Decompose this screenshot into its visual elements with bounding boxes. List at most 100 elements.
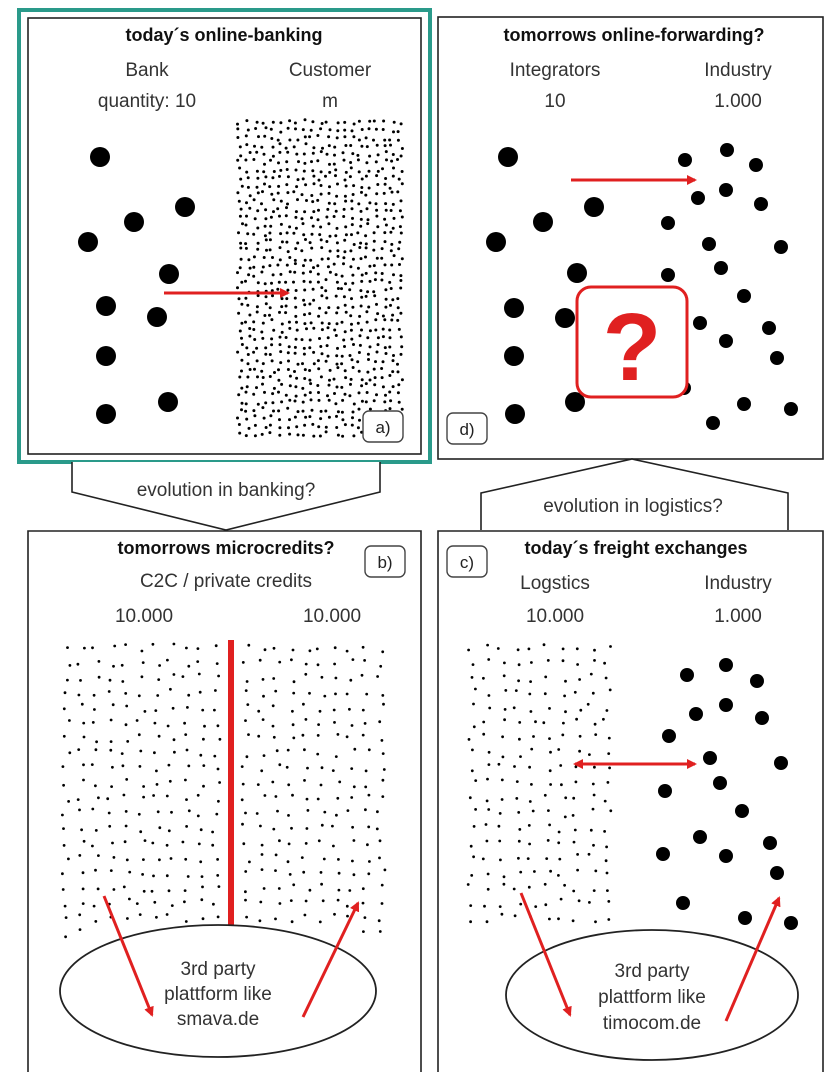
credit-dot xyxy=(141,661,145,664)
customer-dot xyxy=(384,297,388,301)
customer-dot xyxy=(342,262,345,266)
customer-dot xyxy=(284,311,288,315)
customer-dot xyxy=(357,119,361,123)
customer-dot xyxy=(374,318,378,322)
credit-dot xyxy=(151,642,155,646)
customer-dot xyxy=(244,390,248,394)
credit-dot xyxy=(120,663,124,667)
credit-dot xyxy=(186,875,190,878)
customer-dot xyxy=(349,265,353,269)
customer-dot xyxy=(263,390,266,394)
bank-dot xyxy=(90,147,110,167)
industry-dot xyxy=(737,397,751,411)
logistics-dot xyxy=(483,904,486,908)
customer-dot xyxy=(349,166,353,170)
logistics-dot xyxy=(487,808,491,811)
customer-dot xyxy=(397,247,401,251)
credit-dot xyxy=(218,781,222,784)
credit-dot xyxy=(352,839,356,842)
credit-dot xyxy=(196,793,200,797)
logistics-dot xyxy=(484,823,488,826)
customer-dot xyxy=(356,426,360,430)
credit-dot xyxy=(199,860,203,864)
credit-dot xyxy=(360,673,364,677)
credit-dot xyxy=(202,737,205,741)
customer-dot xyxy=(304,415,308,419)
customer-dot xyxy=(376,153,380,157)
customer-dot xyxy=(348,288,352,292)
customer-dot xyxy=(302,233,306,237)
customer-dot xyxy=(356,266,360,270)
customer-dot xyxy=(316,134,320,137)
bank-dot xyxy=(175,197,195,217)
customer-dot xyxy=(392,166,395,170)
credit-dot xyxy=(142,858,145,861)
logistics-dot xyxy=(571,814,575,817)
credit-dot xyxy=(365,692,369,696)
customer-dot xyxy=(384,177,388,180)
logistics-dot xyxy=(607,736,611,740)
logistics-dot xyxy=(532,735,535,738)
customer-dot xyxy=(318,233,322,237)
credit-dot xyxy=(181,675,185,678)
industry-dot xyxy=(713,776,727,790)
customer-dot xyxy=(325,296,329,300)
customer-dot xyxy=(277,161,280,165)
logistics-dot xyxy=(576,853,579,856)
customer-dot xyxy=(374,160,378,164)
customer-dot xyxy=(372,248,376,252)
credit-dot xyxy=(156,810,160,814)
logistics-dot xyxy=(603,799,607,803)
credit-dot xyxy=(320,766,324,770)
credit-dot xyxy=(97,660,101,663)
customer-dot xyxy=(388,186,392,190)
customer-dot xyxy=(278,343,282,347)
logistics-dot xyxy=(589,828,593,832)
customer-dot xyxy=(236,416,239,420)
credit-dot xyxy=(304,842,308,845)
credit-dot xyxy=(211,843,215,847)
customer-dot xyxy=(316,218,320,222)
credit-dot xyxy=(375,827,379,831)
customer-dot xyxy=(292,190,296,194)
credit-dot xyxy=(110,785,113,788)
customer-dot xyxy=(356,360,360,364)
credit-dot xyxy=(291,723,295,727)
customer-dot xyxy=(383,217,387,221)
industry-dot xyxy=(719,698,733,712)
customer-dot xyxy=(245,119,249,123)
logistics-dot xyxy=(470,769,474,773)
credit-dot xyxy=(272,646,276,650)
credit-dot xyxy=(286,860,290,864)
credit-dot xyxy=(68,664,72,667)
credit-dot xyxy=(216,724,220,728)
customer-dot xyxy=(316,384,320,387)
customer-dot xyxy=(372,264,376,268)
credit-dot xyxy=(316,797,320,801)
logistics-dot xyxy=(606,781,610,784)
credit-dot xyxy=(308,649,312,653)
customer-dot xyxy=(303,288,307,292)
customer-dot xyxy=(236,136,240,139)
panel-a: today´s online-banking Bank Customer qua… xyxy=(17,8,432,464)
customer-dot xyxy=(334,294,338,298)
customer-dot xyxy=(327,144,331,148)
customer-dot xyxy=(285,263,289,267)
customer-dot xyxy=(373,294,377,298)
customer-dot xyxy=(278,150,282,154)
credit-dot xyxy=(287,814,290,817)
credit-dot xyxy=(363,722,367,725)
customer-dot xyxy=(359,224,363,228)
customer-dot xyxy=(340,385,344,389)
logistics-dot xyxy=(607,900,611,903)
customer-dot xyxy=(272,210,275,214)
credit-dot xyxy=(301,733,305,737)
credit-dot xyxy=(367,825,371,829)
credit-dot xyxy=(168,779,172,783)
credit-dot xyxy=(127,897,131,901)
customer-dot xyxy=(247,273,251,277)
credit-dot xyxy=(68,751,72,755)
industry-dot xyxy=(680,668,694,682)
credit-dot xyxy=(218,737,222,741)
customer-dot xyxy=(252,274,256,278)
